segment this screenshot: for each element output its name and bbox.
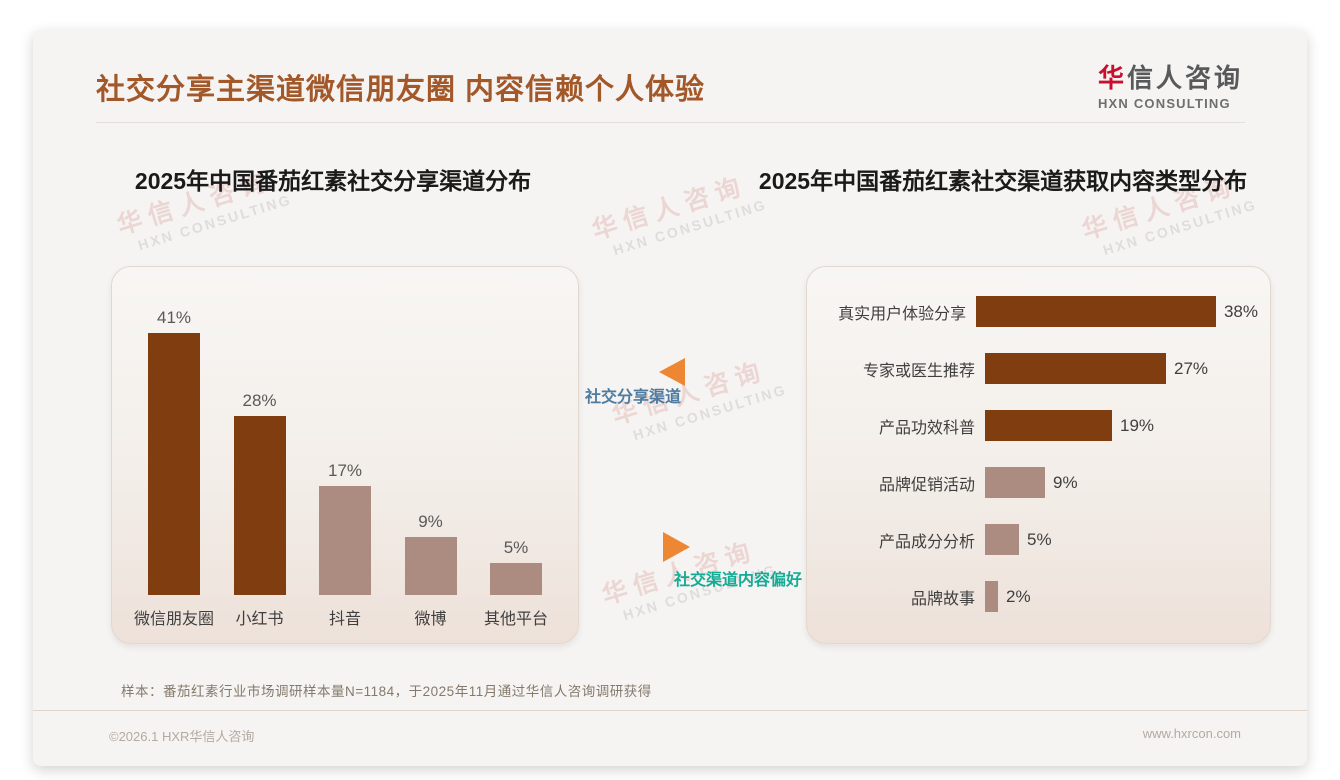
bar-value-label: 19%: [1120, 415, 1155, 435]
arrow-left-icon: [659, 358, 685, 386]
footer-divider: [33, 710, 1307, 711]
bar-value-label: 41%: [156, 308, 192, 327]
bar: [404, 537, 457, 595]
content-preference-label: 社交渠道内容偏好: [674, 572, 803, 589]
watermark-en: HXN CONSULTING: [1101, 196, 1259, 259]
bar-category-label: 专家或医生推荐: [862, 362, 975, 380]
bar-category-label: 抖音: [328, 611, 361, 628]
vbar-column: 28% 小红书: [224, 391, 296, 628]
page-title: 社交分享主渠道微信朋友圈 内容信赖个人体验: [96, 74, 706, 106]
bar: [985, 524, 1019, 555]
bar: [319, 486, 371, 595]
bar-category-label: 微博: [414, 611, 447, 628]
right-chart-title: 2025年中国番茄红素社交渠道获取内容类型分布: [758, 168, 1248, 194]
copyright-text: ©2026.1 HXR华信人咨询: [109, 729, 255, 744]
hbar-row: 产品成分分析 5%: [827, 511, 1258, 568]
bar-category-label: 微信朋友圈: [134, 611, 215, 628]
share-channel-label: 社交分享渠道: [585, 389, 682, 406]
bar-category-label: 真实用户体验分享: [838, 305, 967, 323]
company-logo: 华信人咨询 HXN CONSULTING: [1098, 58, 1243, 111]
bar: [985, 410, 1112, 441]
bar: [976, 296, 1216, 327]
logo-english-name: HXN CONSULTING: [1097, 96, 1231, 111]
footer: ©2026.1 HXR华信人咨询 www.hxrcon.com: [33, 718, 1307, 752]
bar-value-label: 38%: [1223, 301, 1258, 321]
logo-chinese-name: 华信人咨询: [1098, 58, 1243, 95]
bar: [985, 581, 998, 612]
left-chart-bars: 41% 微信朋友圈 28% 小红书 17% 抖音 9% 微博 5% 其他平台: [134, 281, 552, 628]
bar-category-label: 小红书: [235, 611, 284, 628]
vbar-column: 5% 其他平台: [480, 538, 552, 628]
bar-category-label: 品牌促销活动: [878, 476, 975, 494]
bar-value-label: 27%: [1174, 358, 1209, 378]
slide: 华信人咨询 HXN CONSULTING 华信人咨询 HXN CONSULTING …: [33, 30, 1307, 766]
bar-category-label: 产品成分分析: [878, 533, 975, 551]
watermark-en: HXN CONSULTING: [136, 191, 294, 254]
website-link[interactable]: www.hxrcon.com: [1142, 726, 1241, 741]
logo-rest-chars: 信人咨询: [1126, 63, 1243, 93]
bar-value-label: 5%: [1027, 529, 1052, 549]
bar-value-label: 28%: [242, 391, 277, 410]
bar-value-label: 5%: [503, 538, 529, 557]
vbar-column: 9% 微博: [395, 512, 467, 628]
hbar-row: 品牌促销活动 9%: [827, 454, 1258, 511]
bar: [985, 353, 1166, 384]
bar: [233, 416, 286, 595]
logo-first-char: 华: [1097, 63, 1127, 93]
bar-value-label: 9%: [1053, 472, 1078, 492]
left-chart-card: 41% 微信朋友圈 28% 小红书 17% 抖音 9% 微博 5% 其他平台: [111, 266, 579, 644]
left-chart-title: 2025年中国番茄红素社交分享渠道分布: [134, 168, 532, 194]
bar-value-label: 9%: [418, 512, 443, 531]
bar: [490, 563, 542, 595]
bar-category-label: 其他平台: [483, 611, 548, 628]
sample-footnote: 样本：番茄红素行业市场调研样本量N=1184，于2025年11月通过华信人咨询调…: [121, 684, 652, 699]
bar-category-label: 产品功效科普: [878, 419, 975, 437]
bar-category-label: 品牌故事: [910, 590, 975, 608]
header-divider: [96, 122, 1245, 123]
watermark-en: HXN CONSULTING: [611, 196, 769, 259]
bar-value-label: 2%: [1006, 586, 1031, 606]
vbar-column: 17% 抖音: [309, 461, 381, 628]
hbar-row: 真实用户体验分享 38%: [827, 283, 1258, 340]
hbar-row: 专家或医生推荐 27%: [827, 340, 1258, 397]
bar-value-label: 17%: [327, 461, 363, 480]
arrow-right-icon: [663, 532, 690, 562]
vbar-column: 41% 微信朋友圈: [134, 308, 214, 628]
hbar-row: 品牌故事 2%: [827, 568, 1258, 625]
bar: [985, 467, 1045, 498]
right-chart-bars: 真实用户体验分享 38% 专家或医生推荐 27% 产品功效科普 19% 品牌促销活动 9% 产品…: [827, 283, 1258, 625]
right-chart-card: 真实用户体验分享 38% 专家或医生推荐 27% 产品功效科普 19% 品牌促销活动 9% 产品…: [806, 266, 1271, 644]
hbar-row: 产品功效科普 19%: [827, 397, 1258, 454]
bar: [148, 333, 200, 595]
